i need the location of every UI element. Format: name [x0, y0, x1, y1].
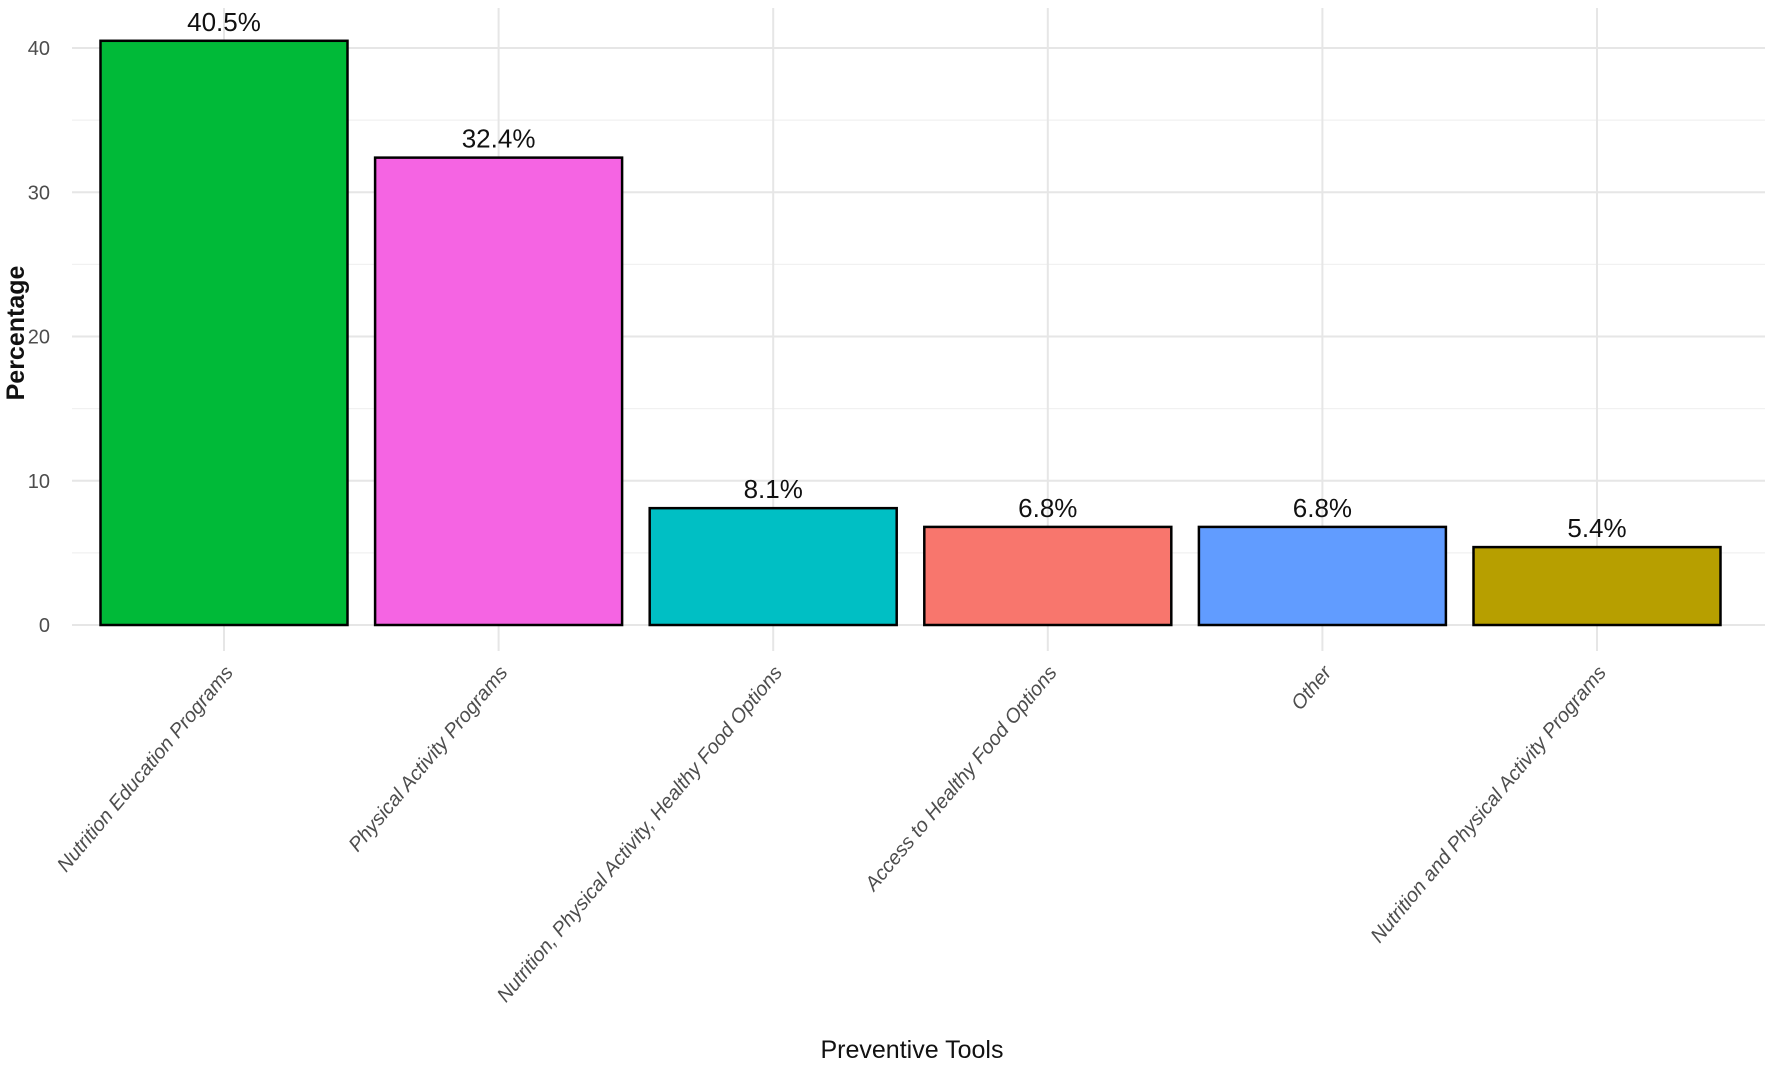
x-axis-title: Preventive Tools	[821, 1036, 1004, 1064]
bar-3	[648, 506, 898, 627]
bar-5	[1197, 525, 1448, 627]
x-tick-label: Access to Healthy Food Options	[860, 662, 1061, 896]
data-label: 6.8%	[1293, 493, 1352, 523]
data-label: 8.1%	[744, 474, 803, 504]
y-tick-label: 30	[28, 182, 50, 204]
bars	[99, 39, 1722, 627]
data-labels: 40.5% 32.4% 8.1% 6.8% 6.8% 5.4%	[187, 7, 1627, 543]
y-tick-label: 10	[28, 471, 50, 493]
data-label: 6.8%	[1018, 493, 1077, 523]
bar-4	[923, 525, 1173, 627]
x-axis: Nutrition Education Programs Physical Act…	[53, 661, 1611, 1007]
data-label: 5.4%	[1567, 513, 1626, 543]
y-tick-label: 20	[28, 327, 50, 349]
y-axis-title: Percentage	[2, 266, 30, 401]
bar-2	[373, 156, 624, 627]
x-tick-label: Physical Activity Programs	[345, 662, 513, 856]
y-tick-label: 40	[28, 38, 50, 60]
x-tick-label: Nutrition, Physical Activity, Healthy Fo…	[493, 662, 787, 1007]
x-tick-label: Nutrition and Physical Activity Programs	[1367, 662, 1611, 947]
x-tick-label: Other	[1287, 661, 1337, 714]
data-label: 40.5%	[187, 7, 261, 37]
data-label: 32.4%	[462, 124, 536, 154]
bar-1	[99, 39, 349, 627]
y-axis: 0 10 20 30 40	[28, 38, 50, 637]
y-tick-label: 0	[39, 615, 50, 637]
x-tick-label: Nutrition Education Programs	[53, 662, 238, 876]
bar-6	[1472, 545, 1722, 627]
